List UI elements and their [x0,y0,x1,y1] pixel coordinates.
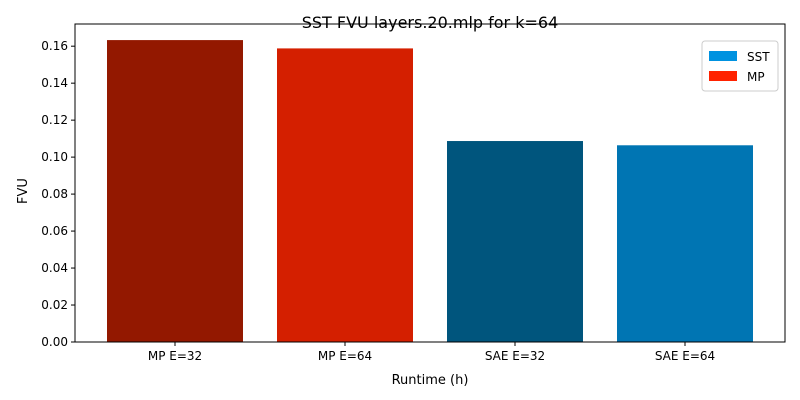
y-tick-label: 0.04 [41,261,68,275]
legend-box [701,40,779,92]
legend-swatch [709,71,737,81]
y-tick-label: 0.08 [41,187,68,201]
legend: SST MP [701,40,779,92]
x-tick-label: MP E=32 [148,349,202,363]
y-axis-label: FVU [16,178,31,204]
x-axis-ticks: MP E=32 MP E=64 SAE E=32 SAE E=64 [148,342,715,363]
y-tick-label: 0.14 [41,76,68,90]
y-tick-label: 0.16 [41,39,68,53]
y-tick-label: 0.00 [41,335,68,349]
legend-label: SST [747,50,770,64]
x-axis-label: Runtime (h) [392,373,469,388]
legend-label: MP [747,70,765,84]
legend-swatch [709,51,737,61]
chart-title: SST FVU layers.20.mlp for k=64 [302,13,559,32]
y-tick-label: 0.02 [41,298,68,312]
y-tick-label: 0.12 [41,113,68,127]
x-tick-label: MP E=64 [318,349,372,363]
bar [617,145,753,342]
x-tick-label: SAE E=64 [655,349,715,363]
y-tick-label: 0.06 [41,224,68,238]
y-axis-ticks: 0.00 0.02 0.04 0.06 0.08 0.10 0.12 0.14 0.16 [41,39,75,349]
plot-frame [74,23,786,343]
x-tick-label: SAE E=32 [485,349,545,363]
bar [447,141,583,342]
y-tick-label: 0.10 [41,150,68,164]
bar [107,40,243,342]
bars-group [107,40,753,342]
bar [277,48,413,342]
